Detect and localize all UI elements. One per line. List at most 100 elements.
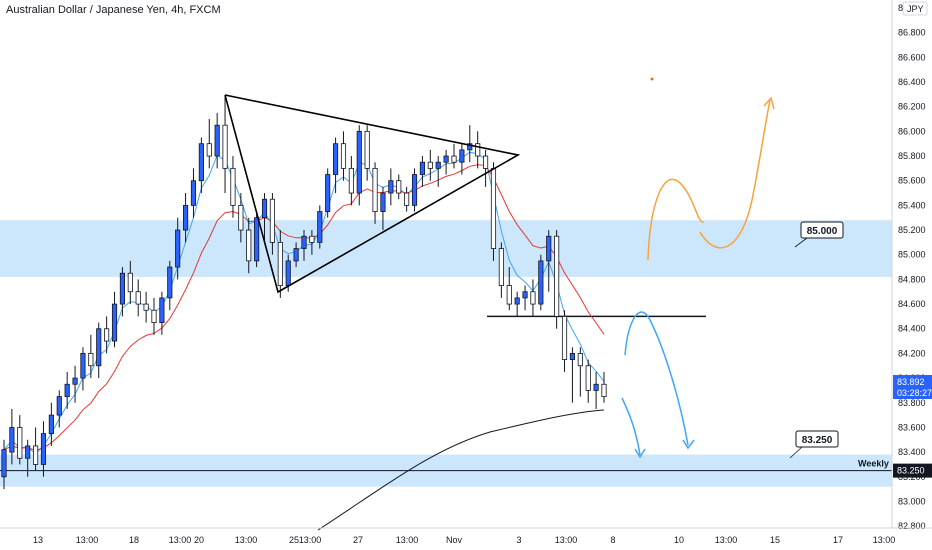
candles xyxy=(1,96,607,490)
candle-body xyxy=(419,161,425,175)
chart-drawings: 85.000 83.250 xyxy=(224,77,844,459)
candle-body xyxy=(372,167,378,212)
callout-85000-box xyxy=(800,221,844,239)
blue-arrowhead-2 xyxy=(634,448,646,459)
horizontal-levels: Weekly xyxy=(0,315,892,472)
x-tick-label: 13:00 xyxy=(555,535,578,545)
currency-label: JPY xyxy=(907,4,924,14)
candle-body xyxy=(183,204,189,231)
candle-body xyxy=(175,229,181,268)
x-tick-label: 13:00 xyxy=(169,535,192,545)
candle-body xyxy=(356,130,362,194)
candle-body xyxy=(25,445,31,459)
candle-body xyxy=(546,235,552,262)
candle-body xyxy=(159,297,165,323)
x-tick-label: 25 xyxy=(289,535,299,545)
candle-body xyxy=(388,180,394,194)
x-tick-label: 13 xyxy=(33,535,43,545)
candle-body xyxy=(348,167,354,194)
y-tick-label: 85.800 xyxy=(898,151,926,161)
x-tick-label: 18 xyxy=(129,535,139,545)
orange-path-1 xyxy=(647,178,705,261)
candle-body xyxy=(96,328,102,367)
candle-body xyxy=(48,414,54,435)
current-price-value: 83.892 xyxy=(897,377,925,387)
long-ma-line xyxy=(317,409,605,531)
candle-body xyxy=(127,272,133,293)
candle-body xyxy=(554,235,560,317)
y-tick-label: 82.800 xyxy=(898,521,926,531)
candle-body xyxy=(214,124,220,157)
callout-83250-label: 83.250 xyxy=(802,435,833,446)
x-tick-label: 13:00 xyxy=(76,535,99,545)
triangle-pattern xyxy=(224,94,521,294)
orange-arrowhead xyxy=(763,96,775,110)
candle-body xyxy=(364,130,370,169)
candle-body xyxy=(506,285,512,305)
y-tick-label: 85.000 xyxy=(898,250,926,260)
y-tick-label: 84.400 xyxy=(898,324,926,334)
x-tick-label: 13:00 xyxy=(873,535,896,545)
candle-body xyxy=(80,353,86,379)
zone-0 xyxy=(0,220,892,277)
y-tick-label: 86.200 xyxy=(898,102,926,112)
candle-body xyxy=(569,353,575,360)
candle-body xyxy=(317,211,323,243)
y-tick-label: 83.600 xyxy=(898,422,926,432)
callout-83250-pointer xyxy=(789,446,803,459)
candle-body xyxy=(143,303,149,311)
candle-body xyxy=(490,167,497,249)
candle-body xyxy=(380,192,386,212)
candle-body xyxy=(435,161,441,169)
candle-body xyxy=(222,124,228,169)
support-resistance-zones xyxy=(0,220,892,487)
candle-body xyxy=(404,192,410,206)
time-axis: 13 13:00 18 13:00 20 13:00 25 13:00 27 13:00 Nov 3 1… xyxy=(0,527,932,545)
candle-body xyxy=(151,309,157,323)
candle-body xyxy=(64,383,70,397)
y-tick-label: 84.200 xyxy=(898,348,926,358)
x-tick-label: 27 xyxy=(353,535,363,545)
candle-body xyxy=(467,143,473,151)
blue-path-1 xyxy=(624,311,689,446)
x-tick-label: Nov xyxy=(446,535,463,545)
candle-body xyxy=(498,248,504,286)
candle-body xyxy=(135,291,141,305)
candle-body xyxy=(56,396,62,416)
candle-body xyxy=(396,180,402,194)
y-tick-label: 86.000 xyxy=(898,126,926,136)
orange-dot xyxy=(650,77,654,81)
candle-body xyxy=(451,155,457,163)
candle-body xyxy=(206,143,212,157)
y-tick-label: 83.800 xyxy=(898,398,926,408)
y-tick-label: 84.800 xyxy=(898,274,926,284)
candle-body xyxy=(190,180,197,206)
x-tick-label: 13:00 xyxy=(235,535,258,545)
candle-body xyxy=(238,204,244,231)
current-price-tag xyxy=(893,375,932,399)
y-tick-label: 85.600 xyxy=(898,176,926,186)
candle-body xyxy=(17,427,23,459)
candle-body xyxy=(167,266,173,299)
candle-body xyxy=(277,241,283,286)
candle-body xyxy=(293,248,299,262)
blue-path-2 xyxy=(621,397,641,456)
candle-body xyxy=(111,303,118,342)
callout-83250-box xyxy=(795,430,839,448)
candle-body xyxy=(119,272,125,305)
callout-85000-label: 85.000 xyxy=(807,226,838,237)
x-tick-label: 3 xyxy=(516,535,521,545)
candle-body xyxy=(593,383,599,391)
candle-body xyxy=(309,235,315,243)
candle-body xyxy=(443,155,449,163)
chart-title: Australian Dollar / Japanese Yen, 4h, FX… xyxy=(6,4,221,16)
x-tick-label: 13:00 xyxy=(299,535,322,545)
candle-body xyxy=(254,217,260,262)
candle-body xyxy=(340,143,347,169)
ema-fast-line xyxy=(3,151,605,455)
price-axis: 87.00086.80086.60086.40086.20086.00085.8… xyxy=(891,0,928,531)
y-tick-label: 83.400 xyxy=(898,447,926,457)
y-tick-label: 86.600 xyxy=(898,52,926,62)
x-tick-label: 10 xyxy=(674,535,684,545)
